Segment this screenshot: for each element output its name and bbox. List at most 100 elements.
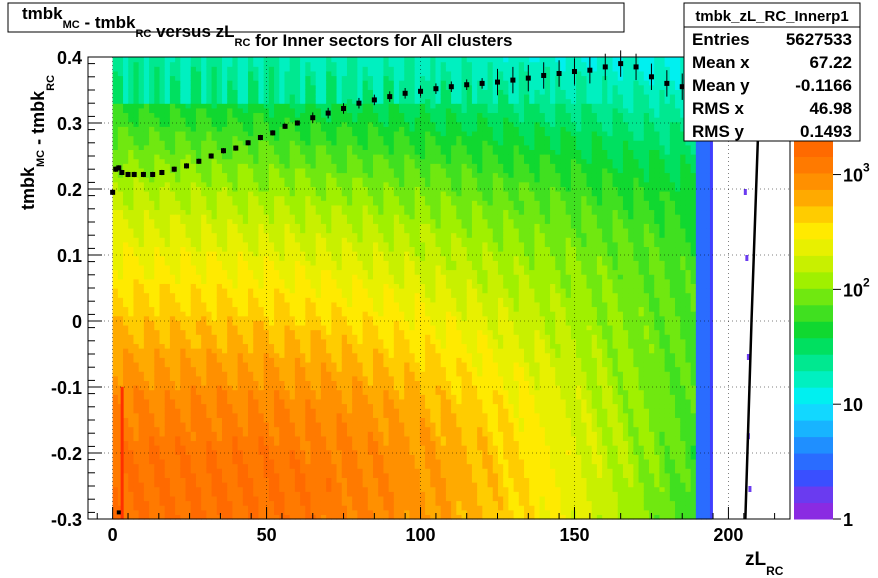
histogram-cell (164, 417, 171, 423)
histogram-cell (341, 251, 348, 257)
histogram-cell (357, 375, 364, 381)
histogram-cell (362, 348, 369, 354)
histogram-cell (227, 186, 234, 192)
histogram-cell (253, 311, 260, 317)
histogram-cell (201, 144, 207, 150)
histogram-cell (315, 57, 322, 63)
histogram-cell (331, 315, 338, 321)
histogram-cell (300, 283, 306, 289)
histogram-cell (216, 126, 223, 132)
histogram-cell (274, 288, 280, 294)
histogram-cell (195, 107, 202, 114)
histogram-cell (300, 431, 306, 437)
histogram-cell (227, 477, 234, 483)
histogram-cell (320, 486, 327, 492)
histogram-cell (138, 80, 145, 86)
histogram-cell (357, 126, 364, 132)
histogram-cell (211, 103, 218, 109)
histogram-cell (216, 186, 223, 192)
histogram-cell (341, 435, 348, 442)
histogram-cell (279, 343, 286, 349)
histogram-cell (336, 398, 343, 405)
histogram-cell (117, 320, 124, 326)
histogram-cell (221, 343, 228, 349)
histogram-cell (357, 495, 364, 502)
histogram-cell (211, 144, 218, 150)
histogram-cell (362, 431, 369, 437)
histogram-cell (357, 130, 364, 137)
histogram-cell (268, 426, 275, 432)
histogram-cell (263, 274, 270, 280)
histogram-cell (331, 408, 338, 414)
histogram-cell (341, 426, 348, 432)
histogram-cell (123, 84, 129, 90)
histogram-cell (263, 343, 270, 349)
histogram-cell (227, 75, 234, 81)
histogram-cell (185, 232, 192, 238)
histogram-cell (185, 398, 192, 405)
histogram-cell (336, 445, 343, 451)
histogram-cell (133, 449, 140, 455)
histogram-cell (352, 311, 358, 317)
histogram-cell (133, 486, 140, 492)
histogram-cell (336, 75, 343, 81)
histogram-cell (180, 283, 187, 289)
histogram-cell (284, 264, 291, 271)
histogram-cell (128, 66, 135, 72)
histogram-cell (315, 486, 322, 492)
histogram-cell (216, 482, 223, 488)
histogram-cell (263, 154, 270, 160)
histogram-cell (352, 334, 358, 340)
histogram-cell (180, 107, 187, 114)
histogram-cell (305, 505, 312, 511)
histogram-cell (143, 89, 150, 95)
histogram-cell (237, 237, 244, 243)
histogram-cell (128, 269, 135, 275)
histogram-cell (310, 209, 317, 215)
histogram-cell (289, 172, 296, 178)
histogram-cell (341, 505, 348, 511)
histogram-cell (300, 241, 306, 248)
histogram-cell (341, 338, 348, 345)
histogram-cell (195, 486, 202, 492)
histogram-cell (232, 204, 239, 211)
histogram-cell (284, 117, 291, 123)
histogram-cell (216, 264, 223, 271)
histogram-cell (190, 274, 197, 280)
histogram-cell (206, 80, 213, 86)
histogram-cell (149, 348, 155, 354)
histogram-cell (211, 311, 218, 317)
histogram-cell (300, 385, 306, 391)
histogram-cell (326, 278, 332, 284)
histogram-cell (169, 371, 176, 377)
histogram-cell (216, 140, 223, 146)
histogram-cell (159, 237, 166, 243)
histogram-cell (367, 297, 374, 303)
histogram-cell (242, 158, 249, 164)
histogram-cell (185, 348, 192, 354)
histogram-cell (237, 431, 244, 437)
histogram-cell (362, 440, 369, 446)
histogram-cell (237, 200, 244, 206)
histogram-cell (232, 61, 239, 67)
histogram-cell (232, 301, 239, 308)
histogram-cell (221, 223, 228, 229)
histogram-cell (221, 366, 228, 372)
histogram-cell (211, 269, 218, 275)
histogram-cell (274, 417, 280, 423)
histogram-cell (326, 301, 332, 308)
histogram-cell (133, 140, 140, 146)
histogram-cell (284, 209, 291, 215)
histogram-cell (211, 408, 218, 414)
histogram-cell (315, 190, 322, 197)
histogram-cell (279, 357, 286, 363)
histogram-cell (326, 237, 332, 243)
histogram-cell (128, 158, 135, 164)
histogram-cell (159, 107, 166, 114)
histogram-cell (169, 431, 176, 437)
histogram-cell (310, 421, 317, 428)
histogram-cell (279, 408, 286, 414)
histogram-cell (279, 482, 286, 488)
histogram-cell (138, 431, 145, 437)
histogram-cell (201, 75, 207, 81)
